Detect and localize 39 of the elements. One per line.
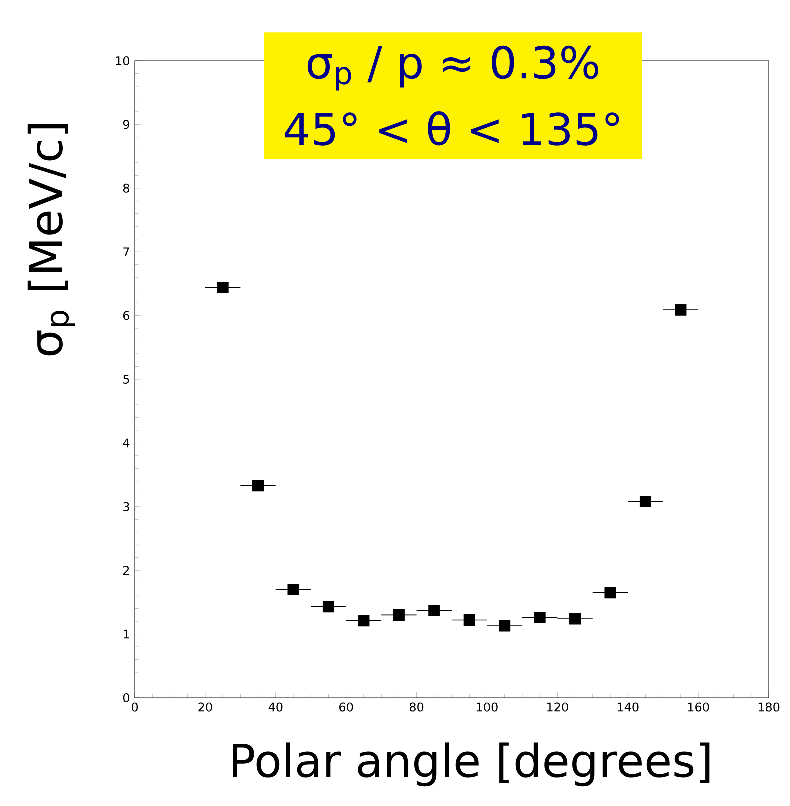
y-tick-label: 7 [124,248,130,256]
point [570,613,582,625]
point [534,612,546,624]
point [464,614,476,626]
x-tick-label: 180 [758,702,780,712]
point [640,496,652,508]
y-tick-label: 6 [123,311,130,320]
x-tick-label: 100 [477,702,498,712]
x-tick-label: 160 [688,702,710,712]
y-axis-title: σ$_{p}$ [MeV/c] [28,124,76,356]
point [499,620,511,632]
y-tick-label: 2 [124,566,130,576]
y-tick-label: 4 [123,438,130,448]
y-tick-label: 0 [123,693,130,703]
x-tick-label: 20 [198,702,212,712]
annotation: 45° < θ < 135° [285,111,620,146]
x-tick-label: 40 [268,702,283,712]
point [358,615,370,627]
point [322,601,334,613]
y-tick-label: 9 [123,120,130,130]
x-tick-label: 80 [410,702,424,712]
point [675,304,687,316]
x-tick-label: 60 [340,702,354,712]
annotation: σ$_{p}$ / p ≈ 0.3% [308,46,599,91]
y-tick-label: 3 [124,502,130,512]
x-axis-title: Polar angle [degrees] [233,742,710,787]
y-tick-label: 1 [124,630,130,639]
x-tick-label: 0 [132,702,138,712]
point [288,584,300,596]
point [217,282,229,294]
point [604,587,616,599]
point [428,604,440,616]
x-tick-label: 120 [548,702,568,712]
y-tick-label: 5 [124,375,130,384]
point [393,609,405,621]
point [252,480,264,492]
y-tick-label: 10 [116,56,130,66]
y-tick-label: 8 [123,184,130,193]
x-tick-label: 140 [618,702,639,712]
